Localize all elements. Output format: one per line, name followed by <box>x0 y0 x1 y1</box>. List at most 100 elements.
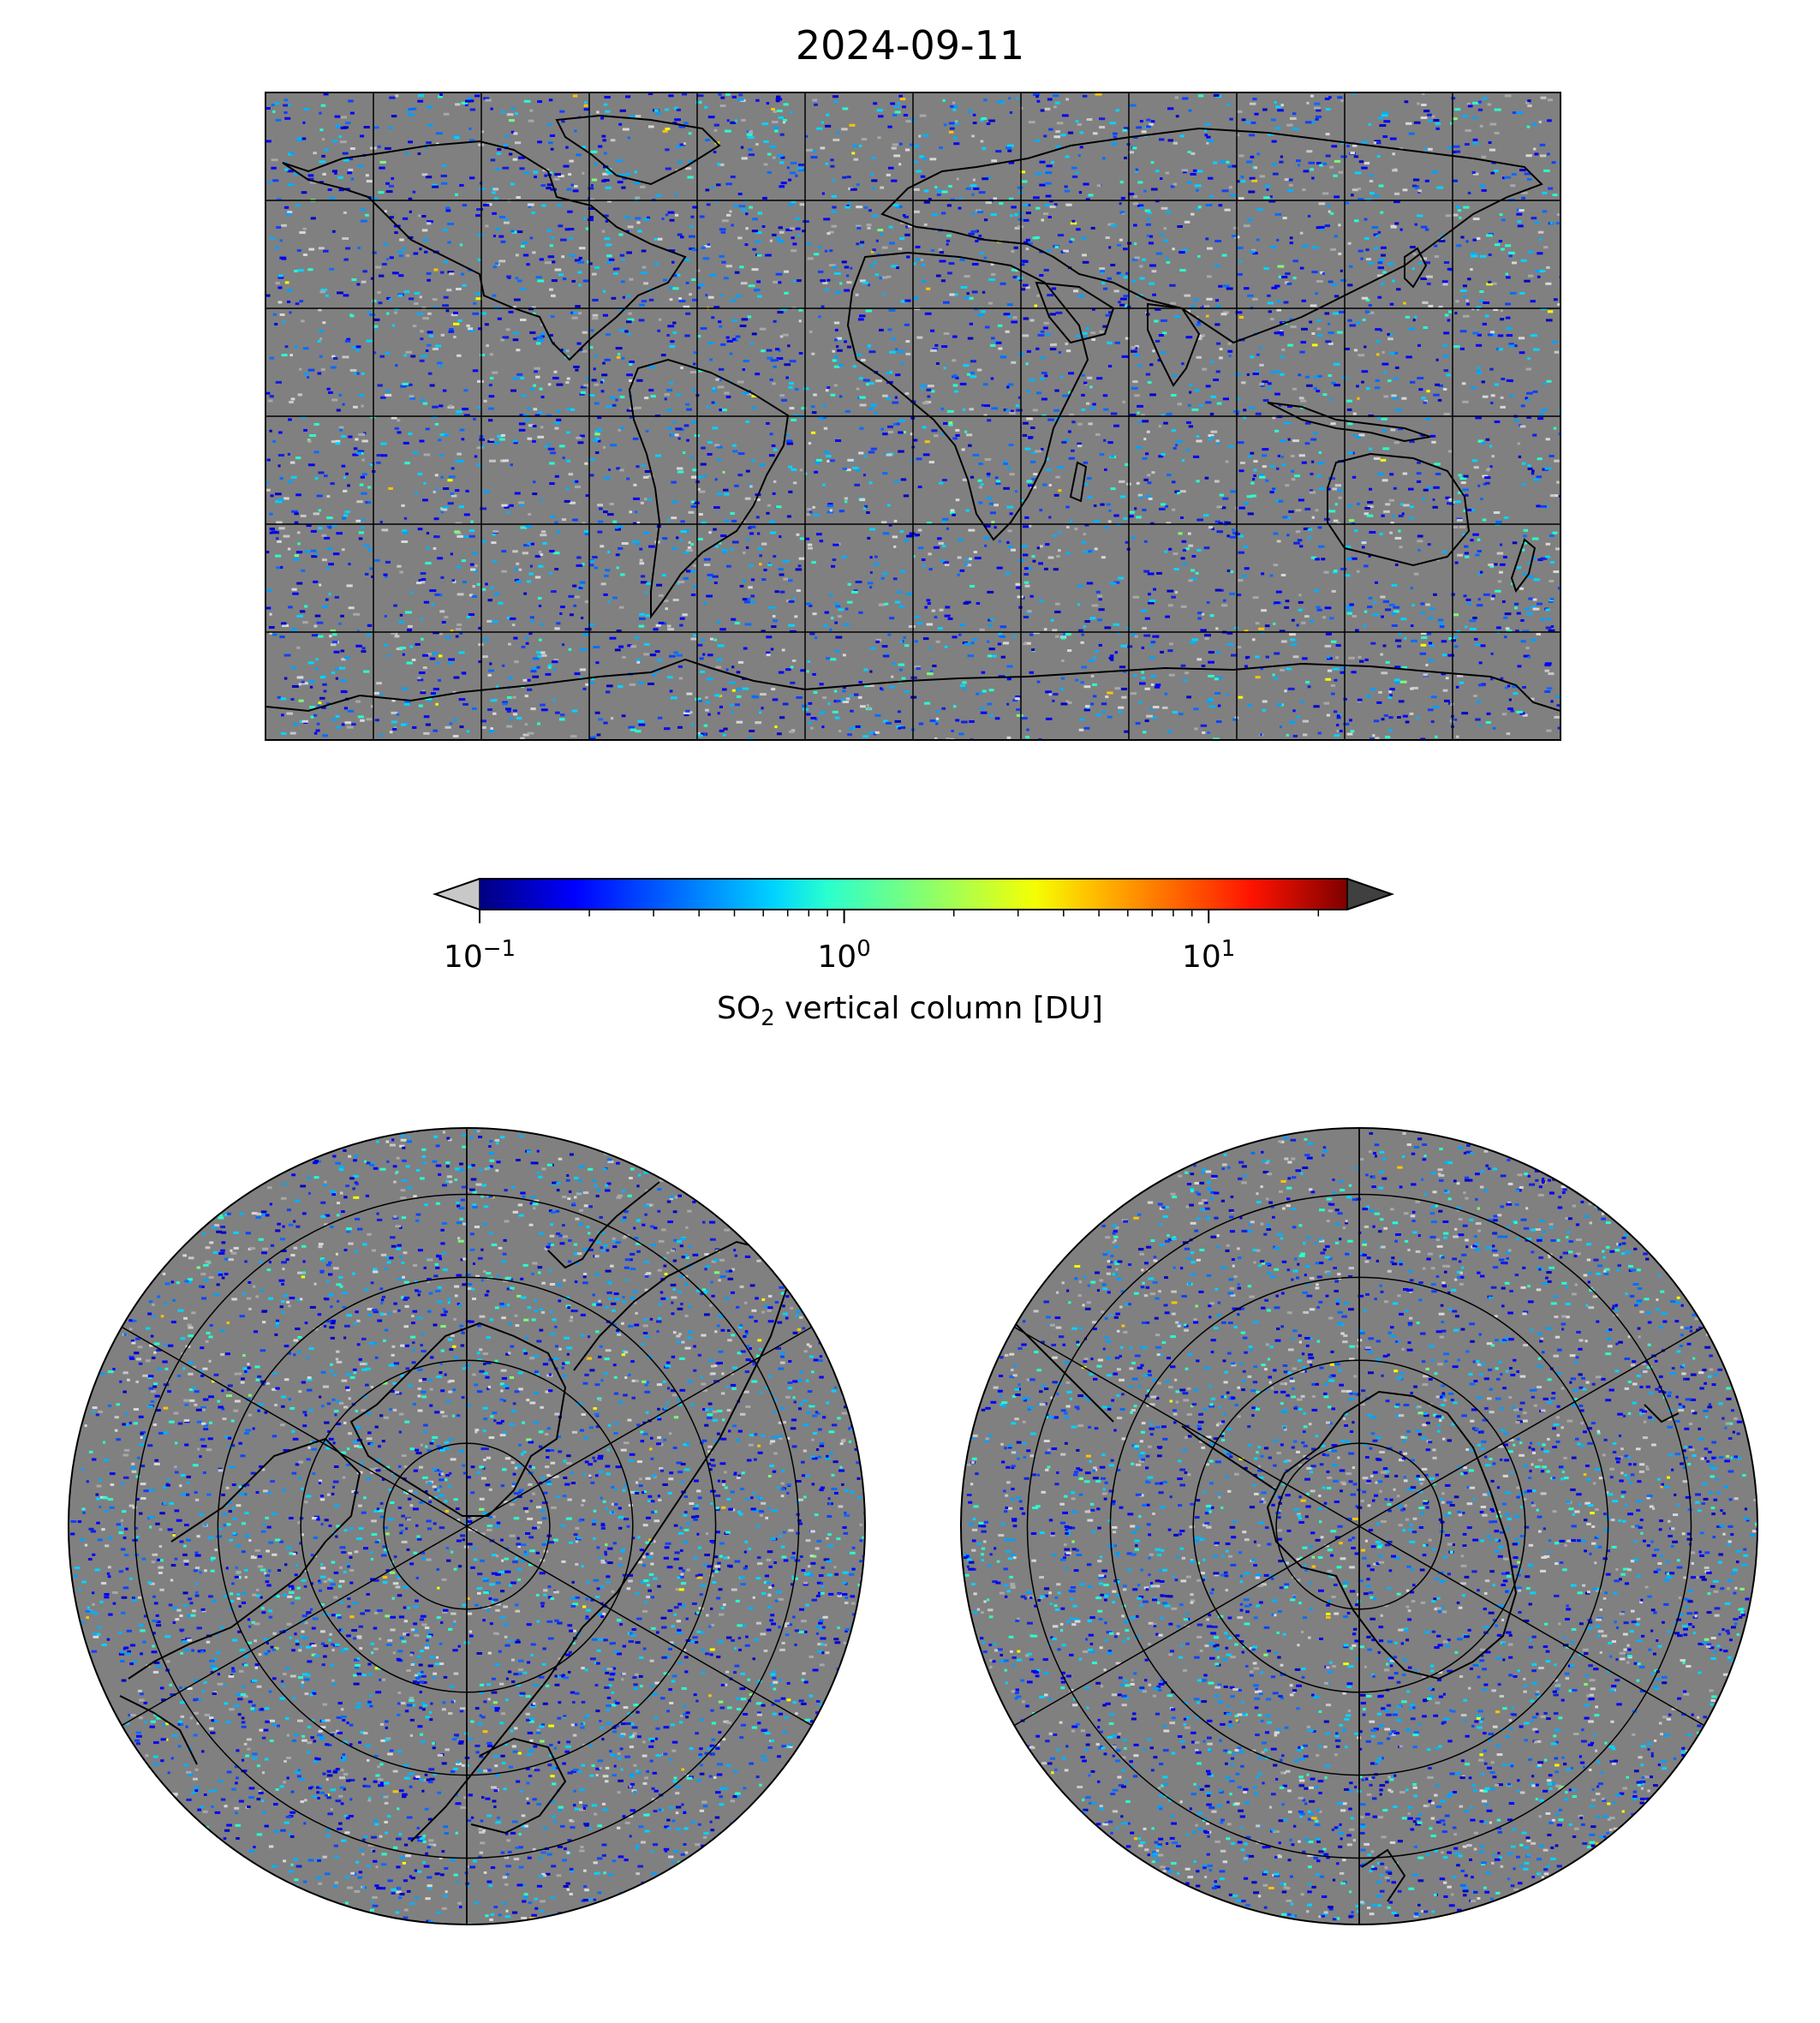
so2-pixel <box>1136 126 1142 129</box>
so2-pixel <box>638 723 646 726</box>
so2-pixel <box>678 300 686 302</box>
so2-pixel <box>1364 610 1368 613</box>
so2-pixel <box>595 451 600 454</box>
so2-pixel <box>870 447 877 451</box>
so2-pixel <box>1547 152 1550 156</box>
so2-pixel <box>275 492 282 496</box>
so2-pixel <box>1435 358 1439 361</box>
so2-pixel <box>1209 195 1214 199</box>
so2-pixel <box>1361 296 1369 300</box>
so2-pixel <box>1330 684 1335 687</box>
so2-pixel <box>768 606 776 609</box>
so2-pixel <box>564 499 570 503</box>
so2-pixel <box>655 194 661 197</box>
so2-pixel <box>486 344 489 348</box>
so2-pixel <box>561 120 565 123</box>
so2-pixel <box>389 297 392 301</box>
so2-pixel <box>490 107 493 110</box>
so2-pixel <box>1546 618 1551 621</box>
so2-pixel <box>1056 122 1064 125</box>
so2-pixel <box>1219 348 1223 351</box>
so2-pixel <box>701 246 706 249</box>
so2-pixel <box>443 112 450 116</box>
so2-pixel <box>583 104 588 107</box>
so2-pixel <box>1123 127 1129 130</box>
so2-pixel <box>1447 450 1453 453</box>
so2-pixel <box>799 537 804 540</box>
so2-pixel <box>655 454 661 457</box>
so2-pixel <box>622 258 625 261</box>
so2-pixel <box>1158 425 1161 428</box>
so2-pixel <box>1088 194 1094 197</box>
so2-pixel <box>1081 236 1087 240</box>
so2-pixel <box>445 636 451 639</box>
so2-pixel <box>778 671 785 674</box>
so2-pixel <box>725 265 732 268</box>
so2-pixel <box>1204 637 1209 640</box>
so2-pixel <box>1481 188 1487 192</box>
so2-pixel <box>383 242 388 246</box>
so2-pixel <box>326 516 333 520</box>
so2-pixel <box>809 632 815 636</box>
so2-pixel <box>692 468 698 472</box>
so2-pixel <box>422 317 429 320</box>
so2-pixel <box>1435 735 1438 738</box>
so2-pixel <box>1155 635 1160 638</box>
so2-pixel <box>323 689 327 693</box>
so2-pixel <box>1477 369 1480 373</box>
so2-pixel <box>1315 558 1320 561</box>
so2-pixel <box>1219 356 1223 360</box>
so2-pixel <box>833 321 840 325</box>
so2-pixel <box>1316 162 1322 165</box>
so2-pixel <box>1274 105 1281 109</box>
so2-pixel <box>1482 474 1488 478</box>
so2-pixel <box>418 704 423 707</box>
so2-pixel <box>288 104 291 107</box>
so2-pixel <box>1450 122 1453 125</box>
so2-pixel <box>361 280 367 283</box>
so2-pixel <box>749 564 754 567</box>
so2-pixel <box>1075 678 1079 682</box>
so2-pixel <box>1119 480 1125 483</box>
so2-pixel <box>1477 538 1481 541</box>
so2-pixel <box>952 335 958 338</box>
so2-pixel <box>1035 206 1041 210</box>
so2-pixel <box>1464 545 1469 548</box>
so2-pixel <box>1108 656 1114 659</box>
so2-pixel <box>573 604 577 607</box>
so2-pixel <box>956 177 959 181</box>
so2-pixel <box>1489 564 1495 568</box>
so2-pixel <box>842 689 846 693</box>
so2-pixel <box>703 474 707 477</box>
so2-pixel <box>703 601 707 605</box>
so2-pixel <box>1087 550 1093 553</box>
so2-pixel <box>705 695 708 699</box>
so2-pixel <box>719 628 726 631</box>
so2-pixel <box>987 176 991 179</box>
so2-pixel <box>1038 562 1043 565</box>
so2-pixel <box>1194 184 1202 188</box>
so2-pixel <box>409 210 412 213</box>
so2-pixel <box>722 470 725 474</box>
so2-pixel <box>714 478 718 481</box>
so2-pixel <box>391 416 397 420</box>
so2-pixel <box>280 732 287 735</box>
so2-pixel <box>618 525 624 528</box>
so2-pixel <box>660 354 666 357</box>
so2-pixel <box>373 318 380 321</box>
so2-pixel <box>761 707 764 710</box>
so2-pixel <box>1276 703 1282 707</box>
so2-pixel <box>568 173 572 176</box>
so2-pixel <box>1173 568 1179 570</box>
so2-pixel <box>420 581 426 584</box>
so2-pixel <box>1218 522 1223 525</box>
so2-pixel <box>451 467 455 470</box>
so2-pixel <box>621 186 626 189</box>
so2-pixel <box>680 236 684 239</box>
so2-pixel <box>1340 666 1347 670</box>
so2-pixel <box>1417 534 1423 538</box>
so2-pixel <box>1481 380 1485 384</box>
so2-pixel <box>855 293 859 296</box>
so2-pixel <box>816 127 823 130</box>
so2-pixel <box>833 100 838 104</box>
